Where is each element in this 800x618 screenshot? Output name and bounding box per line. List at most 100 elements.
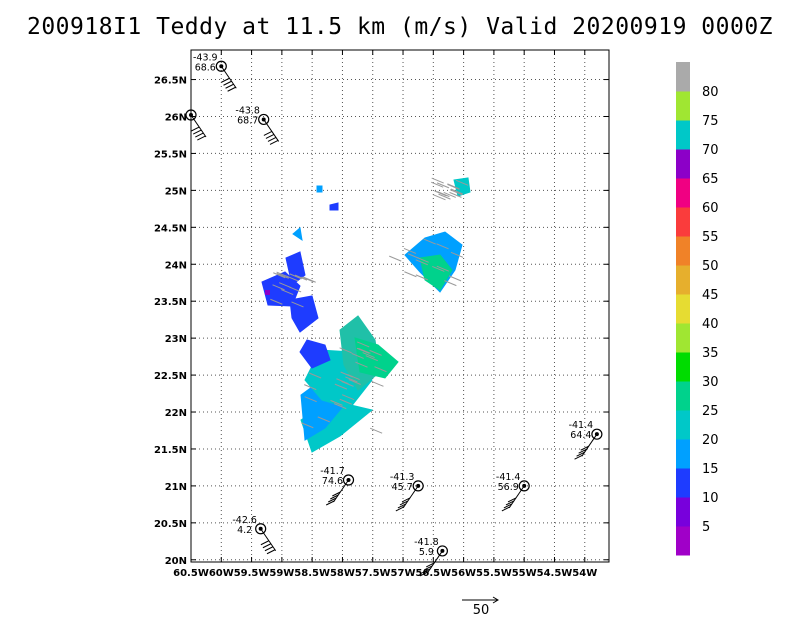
x-tick-label: 55.5W	[476, 568, 512, 579]
station: -41.464.4	[569, 420, 603, 460]
station-rh: 68.6	[195, 62, 216, 73]
barb-flag	[423, 565, 433, 571]
y-tick-label: 21N	[165, 482, 187, 493]
wind-vector	[431, 181, 444, 188]
y-tick-label: 24N	[165, 260, 187, 271]
y-tick-label: 23N	[165, 334, 187, 345]
wind-vector	[280, 289, 294, 296]
wind-vector	[301, 422, 314, 429]
barb-flag	[223, 80, 232, 86]
barb-flag	[578, 448, 587, 454]
y-tick-label: 22N	[165, 408, 187, 419]
reference-label: 50	[473, 603, 490, 618]
colorbar-label: 75	[702, 114, 719, 129]
wind-vector	[438, 193, 451, 200]
x-tick-label: 59.5W	[234, 568, 270, 579]
speed-patch	[265, 290, 270, 295]
station-temp: -41.7	[320, 466, 345, 477]
wind-vector	[371, 380, 384, 387]
station-rh: 5.9	[419, 547, 434, 558]
wind-vector	[301, 276, 314, 283]
wind-vector	[304, 396, 317, 403]
wind-vector	[444, 280, 457, 287]
y-tick-label: 25N	[165, 186, 187, 197]
barb-flag	[264, 546, 274, 552]
barb-flag	[262, 543, 272, 549]
wind-barb	[260, 528, 277, 552]
station-marker	[258, 113, 270, 126]
wind-vector	[407, 253, 421, 260]
y-tick-label: 25.5N	[154, 149, 187, 160]
x-tick-label: 57W	[391, 568, 416, 579]
axes: 60.5W 60W 59.5W 59W 58.5W 58W 57.5W 57W 56.5W 56W…	[154, 50, 609, 579]
wind-vector	[351, 352, 364, 359]
colorbar: 5 10 15 20 25 30 35 40 45 50 55 60 65 70 75 80	[676, 62, 719, 556]
y-tick-label: 20.5N	[154, 519, 187, 530]
wind-vector	[330, 399, 343, 406]
station-marker	[412, 480, 424, 492]
wind-vector	[447, 183, 460, 190]
wind-speed-patches	[261, 177, 471, 453]
colorbar-label: 35	[702, 346, 719, 361]
wind-vector	[348, 379, 361, 385]
reference-arrow-head	[492, 596, 499, 604]
x-tick-label: 56W	[451, 568, 476, 579]
barb-flag	[399, 500, 409, 506]
reference-vector: 50	[462, 596, 499, 618]
wind-vector	[285, 275, 299, 282]
wind-vector	[308, 372, 322, 379]
colorbar-label: 30	[702, 375, 719, 390]
wind-vector	[365, 355, 378, 362]
barb-flag	[269, 140, 279, 145]
barb-flag	[221, 77, 230, 83]
x-tick-label: 56.5W	[415, 568, 451, 579]
wind-vector	[448, 275, 462, 282]
wind-barb	[190, 114, 207, 138]
barb-flag	[328, 497, 337, 503]
y-tick-label: 26N	[165, 112, 187, 123]
colorbar-segment	[676, 381, 690, 411]
wind-vector	[415, 274, 429, 281]
wind-vector	[289, 273, 302, 280]
speed-patch	[354, 337, 399, 379]
station: -41.345.7	[390, 472, 424, 512]
colorbar-segment	[676, 410, 690, 440]
x-tick-label: 57.5W	[355, 568, 391, 579]
y-tick-label: 23.5N	[154, 297, 187, 308]
barb-flag	[395, 506, 405, 512]
station-temp: -43.9	[193, 52, 218, 63]
wind-vector	[443, 191, 456, 198]
colorbar-segment	[676, 352, 690, 382]
barb-flag	[195, 132, 204, 138]
wind-vector	[339, 347, 352, 354]
colorbar-segment	[676, 439, 690, 469]
wind-vector	[276, 272, 289, 279]
wind-vector	[431, 177, 444, 184]
barb-flag	[574, 454, 583, 460]
x-tick-label: 60.5W	[173, 568, 209, 579]
barb-flag	[503, 503, 513, 509]
station-temp: -41.4	[496, 472, 521, 483]
wind-vector	[345, 376, 358, 383]
wind-vector	[437, 191, 450, 198]
barb-flag	[263, 131, 273, 136]
wind-vector	[334, 383, 348, 390]
station	[185, 109, 207, 141]
station: -42.64.2	[232, 515, 277, 555]
barb-flag	[193, 129, 202, 135]
wind-vector	[423, 238, 436, 245]
x-tick-label: 59W	[269, 568, 294, 579]
colorbar-segment	[676, 526, 690, 556]
colorbar-segment	[676, 294, 690, 324]
wind-vector	[304, 384, 317, 391]
colorbar-segment	[676, 149, 690, 179]
colorbar-label: 45	[702, 288, 719, 303]
colorbar-label: 40	[702, 317, 719, 332]
colorbar-segment	[676, 323, 690, 353]
speed-patch	[289, 295, 319, 333]
y-tick-label: 21.5N	[154, 445, 187, 456]
wind-vector	[369, 349, 382, 356]
colorbar-segment	[676, 62, 690, 92]
y-tick-label: 26.5N	[154, 76, 187, 87]
barb-flag	[190, 126, 200, 132]
